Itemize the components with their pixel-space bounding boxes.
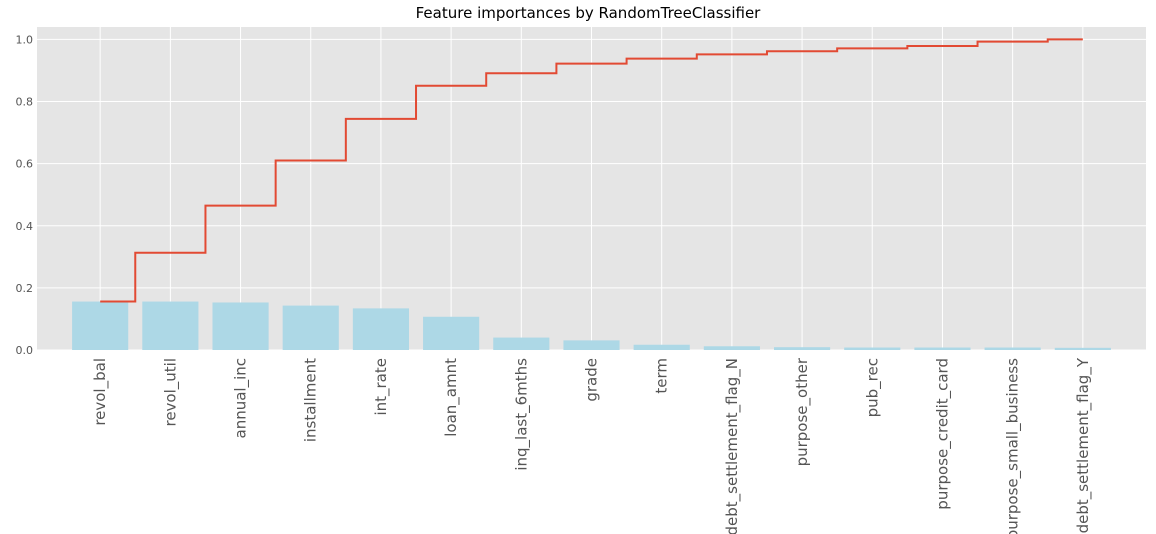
x-tick-label-term: term bbox=[653, 358, 671, 394]
bar-debt_settlement_flag_N bbox=[703, 346, 760, 350]
bar-term bbox=[633, 344, 690, 350]
chart-title: Feature importances by RandomTreeClassif… bbox=[416, 4, 762, 22]
cumulative-step-line bbox=[100, 38, 1083, 303]
bar-purpose_credit_card bbox=[914, 347, 971, 350]
bars-layer bbox=[72, 301, 1111, 350]
bar-purpose_small_business bbox=[984, 347, 1041, 350]
bar-annual_inc bbox=[212, 302, 269, 350]
y-tick-label: 0.0 bbox=[16, 344, 34, 357]
x-tick-label-annual_inc: annual_inc bbox=[232, 358, 251, 439]
bar-revol_bal bbox=[72, 301, 129, 350]
x-tick-label-debt_settlement_flag_N: debt_settlement_flag_N bbox=[723, 358, 742, 534]
x-tick-label-int_rate: int_rate bbox=[372, 358, 391, 416]
x-tick-label-purpose_credit_card: purpose_credit_card bbox=[933, 358, 952, 510]
x-tick-label-revol_bal: revol_bal bbox=[91, 358, 110, 426]
x-axis-ticks: revol_bal revol_util annual_inc installment… bbox=[91, 357, 1093, 534]
x-tick-label-revol_util: revol_util bbox=[161, 358, 180, 427]
bar-purpose_other bbox=[773, 347, 831, 350]
x-tick-label-debt_settlement_flag_Y: debt_settlement_flag_Y bbox=[1074, 357, 1093, 533]
y-tick-label: 0.6 bbox=[16, 158, 34, 171]
bar-pub_rec bbox=[844, 347, 901, 350]
x-tick-label-loan_amnt: loan_amnt bbox=[442, 358, 461, 437]
x-tick-label-purpose_other: purpose_other bbox=[793, 357, 812, 466]
x-tick-label-pub_rec: pub_rec bbox=[863, 358, 882, 417]
cumulative-step-layer bbox=[100, 38, 1083, 303]
bar-installment bbox=[282, 305, 339, 350]
bar-inq_last_6mths bbox=[493, 337, 550, 350]
y-tick-label: 0.2 bbox=[16, 282, 34, 295]
grid-layer bbox=[37, 27, 1146, 351]
y-tick-label: 0.4 bbox=[16, 220, 34, 233]
y-axis-ticks: 0.0 0.2 0.4 0.6 0.8 1.0 bbox=[16, 33, 34, 357]
y-tick-label: 1.0 bbox=[16, 33, 34, 46]
bar-grade bbox=[563, 340, 620, 350]
x-tick-label-inq_last_6mths: inq_last_6mths bbox=[512, 358, 531, 471]
x-tick-label-purpose_small_business: purpose_small_business bbox=[1004, 358, 1023, 534]
bar-revol_util bbox=[142, 301, 199, 350]
bar-loan_amnt bbox=[423, 316, 480, 350]
x-tick-label-grade: grade bbox=[583, 358, 601, 402]
bar-int_rate bbox=[352, 308, 410, 350]
x-tick-label-installment: installment bbox=[302, 358, 320, 442]
y-tick-label: 0.8 bbox=[16, 96, 34, 109]
bar-debt_settlement_flag_Y bbox=[1054, 347, 1111, 350]
